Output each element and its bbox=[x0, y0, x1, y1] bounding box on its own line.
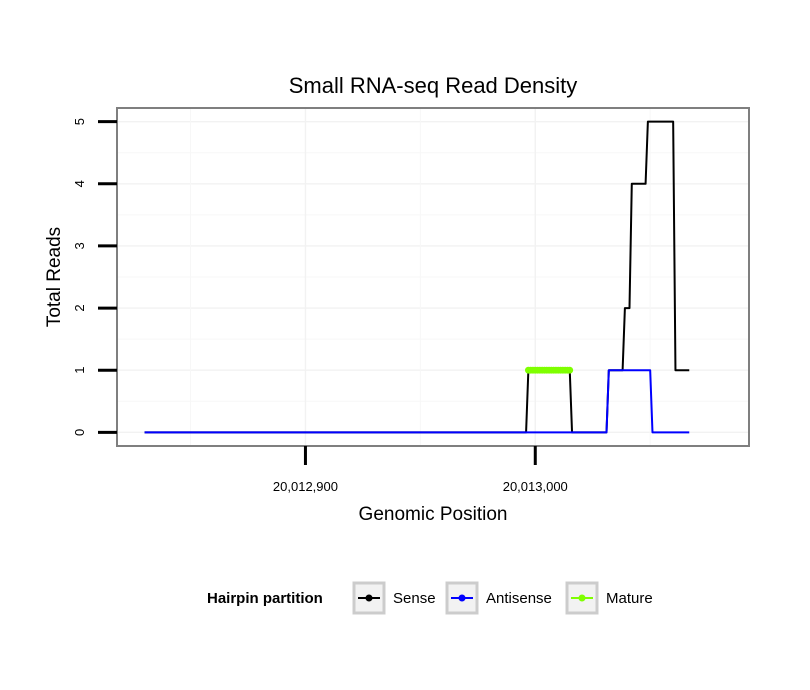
legend-key-marker bbox=[578, 594, 586, 602]
legend-item-mature: Mature bbox=[565, 581, 653, 615]
y-axis: 0 1 2 3 4 5 bbox=[72, 118, 117, 436]
plot-panel-border bbox=[116, 107, 750, 447]
legend-key-marker bbox=[365, 594, 373, 602]
y-tick-label: 4 bbox=[72, 180, 87, 187]
legend-item-sense: Sense bbox=[352, 581, 436, 615]
legend-key-marker bbox=[458, 594, 466, 602]
legend-item-antisense: Antisense bbox=[445, 581, 552, 615]
legend-label: Antisense bbox=[486, 590, 552, 607]
y-tick-label: 0 bbox=[72, 429, 87, 436]
x-tick-label: 20,013,000 bbox=[503, 479, 568, 494]
legend-label: Sense bbox=[393, 590, 436, 607]
chart-title: Small RNA-seq Read Density bbox=[289, 73, 578, 98]
legend-title: Hairpin partition bbox=[207, 590, 323, 607]
y-tick-label: 1 bbox=[72, 367, 87, 374]
y-axis-title: Total Reads bbox=[44, 227, 65, 327]
data-point-mature bbox=[566, 366, 574, 374]
series-line-antisense bbox=[144, 369, 690, 434]
series-line-sense bbox=[144, 120, 690, 434]
y-tick-label: 5 bbox=[72, 118, 87, 125]
y-tick-label: 3 bbox=[72, 242, 87, 249]
y-tick-label: 2 bbox=[72, 304, 87, 311]
x-axis: 20,012,900 20,013,000 bbox=[273, 446, 568, 494]
x-tick-label: 20,012,900 bbox=[273, 479, 338, 494]
legend: Hairpin partition Sense Antisense Mature bbox=[207, 581, 653, 615]
grid bbox=[117, 108, 749, 446]
legend-label: Mature bbox=[606, 590, 653, 607]
series-layer bbox=[144, 120, 690, 434]
x-axis-title: Genomic Position bbox=[359, 504, 508, 525]
